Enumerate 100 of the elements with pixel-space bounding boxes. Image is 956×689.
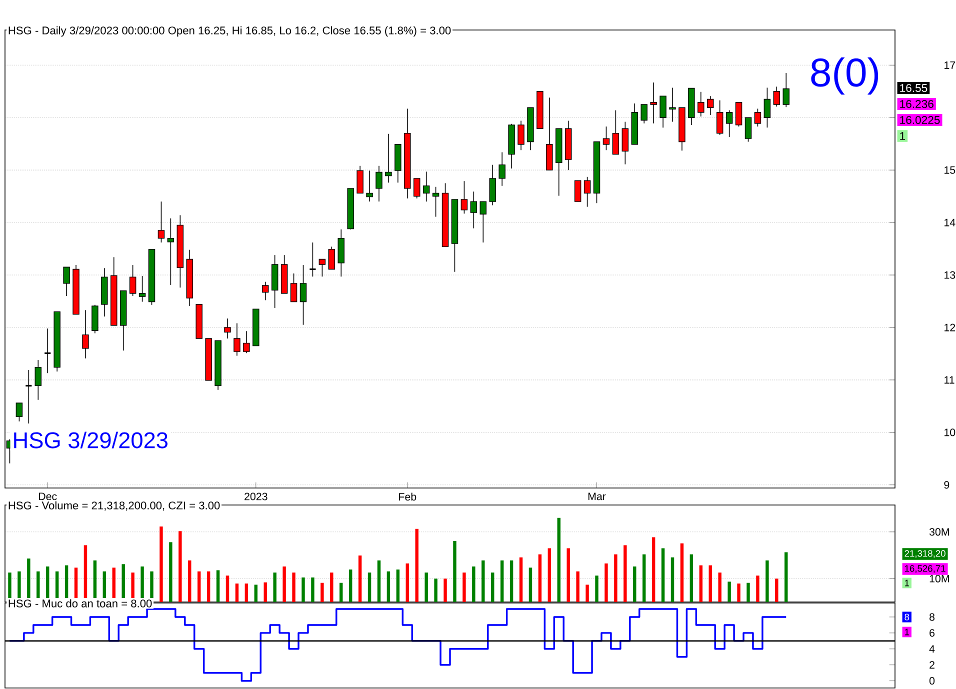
candlestick [34,360,42,400]
chart-title: HSG - Volume = 21,318,200.00, CZI = 3.00 [8,501,220,511]
candlestick [300,264,307,326]
candlestick [650,82,657,124]
candlestick [328,246,336,270]
candlestick [698,92,704,117]
bar [273,572,276,602]
candlestick [243,330,250,354]
bar [690,554,694,602]
text: 16,526,71 [904,565,946,573]
bar [434,578,438,602]
annotation: 8(0) [811,57,878,95]
x-tick-label: Mar [588,492,606,500]
y-tick-label: 9 [944,481,950,489]
text: 1 [904,580,910,586]
bar [292,572,296,602]
bar [340,582,343,602]
bar [737,584,740,602]
bar [302,577,305,602]
candlestick [574,180,582,202]
bar [320,582,324,602]
bar [444,578,447,602]
bar [614,554,618,602]
candlestick [669,87,676,122]
candlestick [584,176,591,208]
candlestick [735,102,742,127]
bar [424,572,428,602]
candlestick [167,218,174,286]
bar [406,563,410,602]
text: 8 [904,614,910,620]
candlestick [744,117,752,142]
candlestick [716,100,724,136]
bar [282,566,286,602]
bar [642,554,646,602]
candlestick [640,104,648,124]
candlestick [262,281,269,301]
candlestick [764,87,771,128]
bar [197,571,201,602]
y-tick-label: 15 [944,166,956,174]
bar [538,554,542,602]
y-tick-label: 14 [944,218,956,226]
candlestick [318,258,326,277]
bar [680,543,684,602]
candlestick [518,120,524,151]
bar [206,571,210,602]
bar [633,566,636,602]
chart-title: HSG - Muc do an toan = 8.00 [8,599,152,608]
text: 21,318,20 [904,550,946,558]
text: 16.236 [900,100,934,108]
candlestick [356,165,364,194]
bar [728,582,731,602]
bar [396,570,400,602]
bar [415,528,418,602]
y-tick-label: 2 [930,661,934,669]
text: 16.0225 [900,116,940,124]
candlestick [782,72,790,108]
bar [566,548,570,602]
bar [377,560,381,602]
bar [482,560,485,602]
bar [624,545,627,602]
candlestick [82,310,89,359]
y-tick-label: 11 [944,376,954,384]
bar [348,570,352,602]
candlestick [129,264,136,296]
y-tick-label: 8 [930,613,935,621]
y-tick-label: 12 [944,324,956,332]
candlestick [63,266,70,296]
candlestick [385,133,392,184]
x-tick-label: 2023 [244,492,268,500]
candlestick [773,86,780,107]
bar [330,572,334,602]
candlestick [432,186,440,218]
y-tick-label: 0 [929,677,935,685]
bar [604,563,608,602]
bar [311,577,314,602]
candlestick [16,402,23,422]
bar [244,584,248,602]
bar [766,560,769,602]
candlestick [612,110,620,155]
candlestick [489,164,496,206]
bar [557,518,560,602]
bar [490,572,494,602]
candlestick [44,328,51,374]
candlestick [376,165,382,202]
bar [661,548,665,602]
text: 1 [900,132,906,140]
bar [756,576,760,602]
bar [548,548,552,602]
bar [670,557,674,602]
bar [368,572,372,602]
candlestick [754,108,762,127]
candlestick [366,170,373,202]
bar [160,526,163,602]
text: 1 [904,628,910,636]
y-tick-label: 30M [929,528,949,536]
bar [216,570,220,602]
bar [472,566,476,602]
candlestick [414,178,420,199]
y-tick-label: 10 [944,428,956,436]
x-tick-label: Dec [39,492,57,500]
